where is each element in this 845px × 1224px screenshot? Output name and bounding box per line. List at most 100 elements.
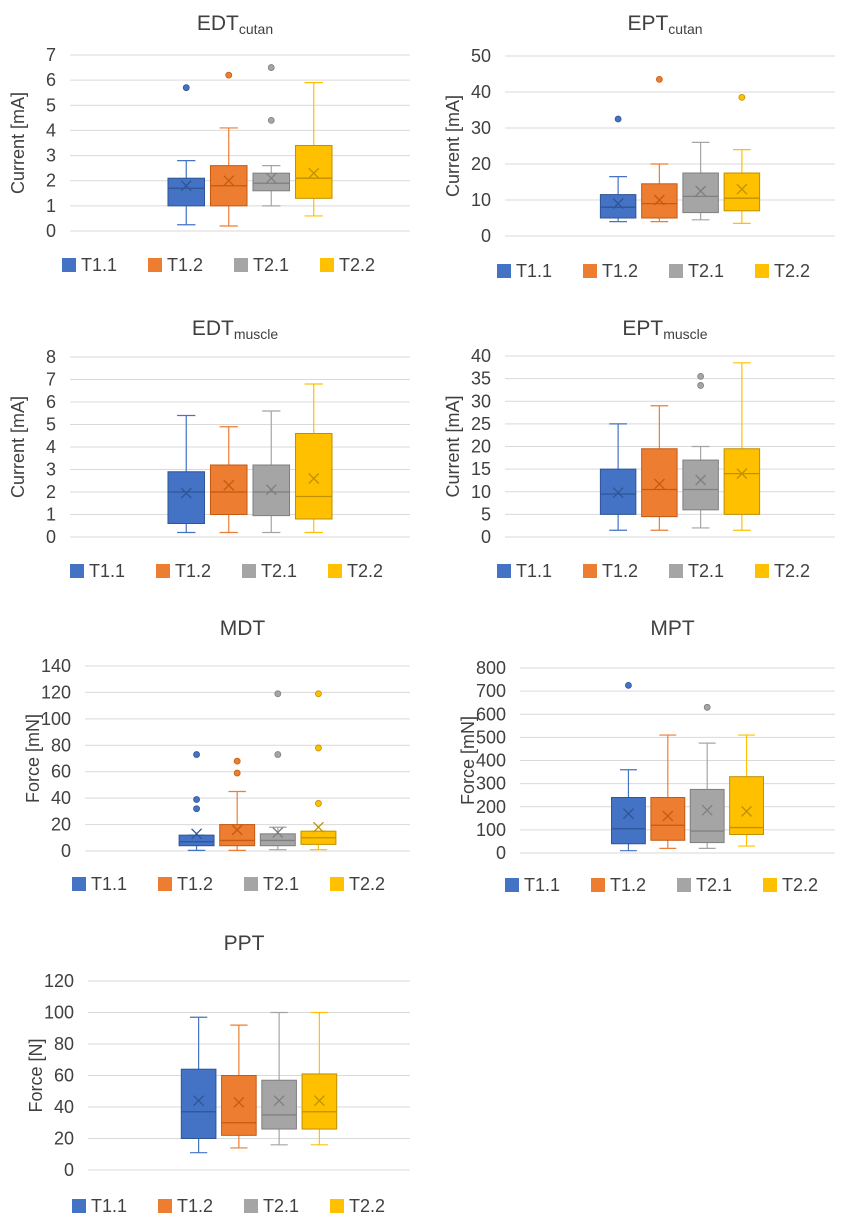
mean-marker (736, 468, 748, 480)
legend-swatch (158, 1199, 172, 1213)
legend-label: T2.1 (688, 261, 724, 281)
y-tick-label: 800 (476, 658, 506, 678)
y-tick-label: 2 (46, 171, 56, 191)
box-iqr (261, 1079, 297, 1130)
legend-label: T2.2 (774, 261, 810, 281)
chart-title-main: EPT (622, 317, 663, 340)
legend-swatch (583, 564, 597, 578)
chart-title-subscript: cutan (239, 21, 273, 37)
mean-marker (180, 180, 192, 192)
box-iqr (167, 471, 206, 524)
legend: T1.1 T1.2 T2.1 T2.2 (70, 561, 383, 581)
legend-swatch (72, 1199, 86, 1213)
legend-label: T2.1 (263, 874, 299, 894)
y-tick-label: 7 (46, 370, 56, 390)
outlier-point (193, 796, 200, 803)
chart-title: EPTmuscle (622, 317, 707, 342)
y-tick-label: 400 (476, 751, 506, 771)
chart-ppt: PPT 0 20 40 60 80 100 120 Force [N] T1.1 T1.2 T2.1 T… (0, 915, 420, 1220)
y-tick-label: 0 (61, 841, 71, 861)
y-tick-label: 40 (471, 346, 491, 366)
box-iqr (611, 797, 646, 845)
box-T1-1 (611, 681, 646, 852)
y-tick-label: 200 (476, 797, 506, 817)
box-iqr (689, 788, 725, 844)
y-tick-label: 20 (51, 815, 71, 835)
y-tick-label: 8 (46, 347, 56, 367)
y-tick-label: 0 (496, 843, 506, 863)
mean-marker (273, 1095, 285, 1107)
y-axis-label: Current [mA] (8, 396, 28, 498)
box-iqr (650, 797, 686, 841)
mean-marker (193, 1095, 205, 1107)
box-T1-1 (599, 115, 637, 223)
outlier-point (267, 116, 275, 124)
legend: T1.1 T1.2 T2.1 T2.2 (505, 875, 818, 895)
y-tick-label: 120 (44, 971, 74, 991)
y-tick-label: 0 (481, 226, 491, 246)
legend-label: T2.1 (263, 1196, 299, 1216)
box-iqr (682, 172, 719, 214)
legend-swatch (763, 878, 777, 892)
chart-title: MPT (650, 617, 695, 640)
box-T1-2 (641, 76, 678, 223)
outlier-point (274, 751, 282, 758)
legend-label: T1.1 (91, 1196, 127, 1216)
mean-marker (308, 167, 320, 179)
box-iqr (252, 172, 291, 192)
legend-label: T2.1 (253, 255, 289, 275)
box-iqr (259, 833, 296, 847)
y-axis-label: Force [mN] (23, 714, 43, 803)
y-tick-label: 5 (46, 415, 56, 435)
legend-swatch (148, 258, 162, 272)
y-tick-label: 40 (54, 1097, 74, 1117)
y-tick-label: 40 (471, 82, 491, 102)
legend-swatch (70, 564, 84, 578)
y-tick-label: 100 (41, 709, 71, 729)
mean-marker (612, 198, 624, 210)
y-tick-label: 30 (471, 391, 491, 411)
box-iqr (294, 433, 333, 520)
box-iqr (723, 172, 761, 212)
outlier-point (274, 690, 282, 698)
y-tick-label: 0 (46, 221, 56, 241)
box-iqr (221, 1075, 257, 1136)
box-T2-1 (259, 690, 296, 851)
legend-label: T2.1 (688, 561, 724, 581)
chart-title: MDT (220, 617, 266, 640)
y-axis-label: Force [mN] (458, 716, 478, 805)
box-T1-2 (221, 1024, 257, 1149)
legend: T1.1 T1.2 T2.1 T2.2 (497, 261, 810, 281)
chart-mdt: MDT 0 20 40 60 80 100 120 140 Force [mN] T1.1 T1.2 T… (0, 605, 420, 910)
mean-marker (622, 808, 634, 820)
y-tick-label: 100 (44, 1003, 74, 1023)
mean-marker (662, 810, 674, 822)
y-tick-label: 0 (64, 1160, 74, 1180)
y-tick-label: 7 (46, 45, 56, 65)
y-axis-label: Force [N] (26, 1038, 46, 1112)
y-axis-label: Current [mA] (443, 395, 463, 497)
legend-label: T2.2 (349, 874, 385, 894)
y-tick-label: 3 (46, 460, 56, 480)
legend-swatch (677, 878, 691, 892)
legend-swatch (497, 264, 511, 278)
mean-marker (313, 1095, 325, 1107)
chart-title-main: EDT (192, 317, 234, 340)
box-T2-1 (682, 372, 719, 529)
outlier-point (315, 690, 322, 698)
y-tick-label: 0 (481, 527, 491, 547)
legend-label: T1.2 (177, 874, 213, 894)
y-tick-label: 30 (471, 118, 491, 138)
y-tick-label: 60 (54, 1066, 74, 1086)
outlier-point (697, 382, 705, 389)
legend: T1.1 T1.2 T2.1 T2.2 (62, 255, 375, 275)
legend-swatch (497, 564, 511, 578)
legend-label: T2.2 (347, 561, 383, 581)
legend-swatch (669, 564, 683, 578)
mean-marker (736, 183, 748, 195)
y-tick-label: 1 (46, 505, 56, 525)
legend-label: T1.1 (524, 875, 560, 895)
chart-svg: MPT 0 100 200 300 400 500 600 700 800 Force [mN] T1… (458, 617, 835, 895)
